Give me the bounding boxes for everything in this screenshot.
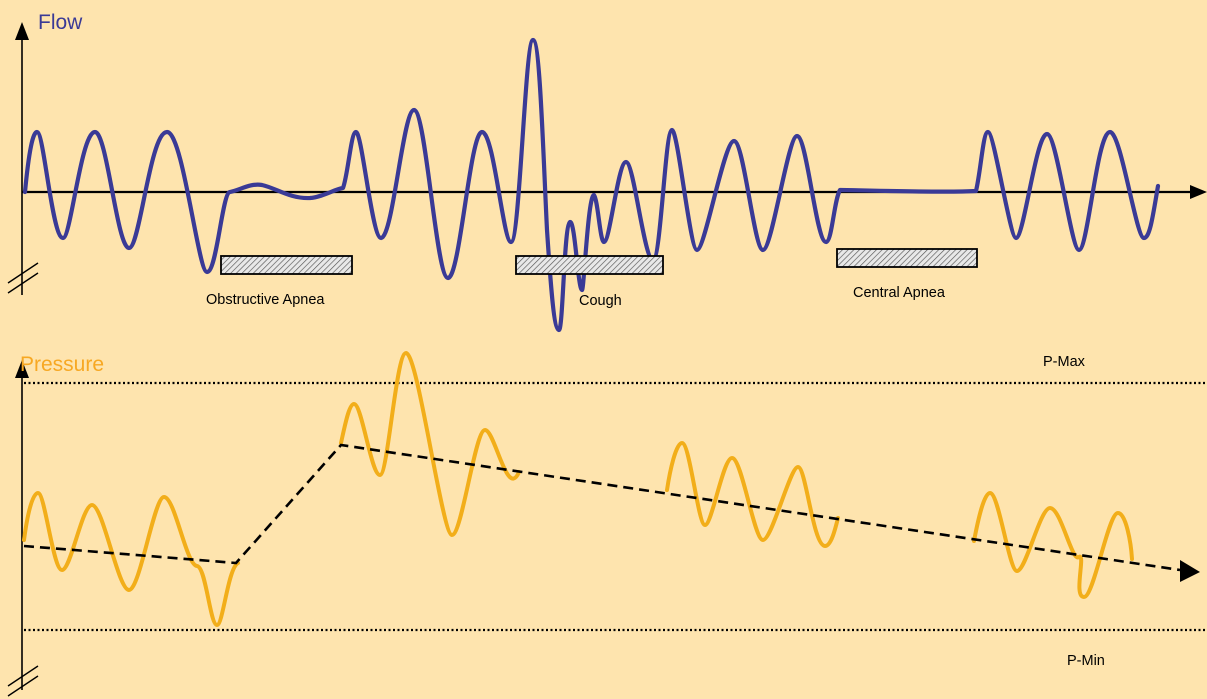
event-label-central-apnea: Central Apnea: [853, 285, 946, 301]
flow-waveform: [22, 37, 1161, 333]
pressure-axis-break-1: [7, 665, 39, 687]
pressure-axis-break-2: [7, 675, 39, 697]
flow-panel: Flow Obstructive Apnea Cough Central Apn…: [7, 11, 1207, 333]
flow-axis-break-2: [7, 272, 39, 294]
flow-y-axis-arrow: [15, 22, 29, 40]
p-min-label: P-Min: [1067, 653, 1105, 669]
event-label-cough: Cough: [579, 293, 622, 309]
event-bar-obstructive-apnea: [220, 255, 353, 275]
event-label-obstructive-apnea: Obstructive Apnea: [206, 292, 325, 308]
event-bar-central-apnea: [836, 248, 978, 268]
flow-x-axis-arrow: [1190, 185, 1207, 199]
pressure-trend-arrow: [1180, 560, 1200, 582]
pressure-panel: Pressure P-Max P-Min: [7, 351, 1207, 697]
p-max-label: P-Max: [1043, 354, 1086, 370]
pressure-waveform-segment-3: [665, 441, 840, 548]
event-bar-cough: [515, 255, 664, 275]
pressure-waveform-segment-1: [22, 491, 240, 627]
pressure-trend-line: [23, 443, 1181, 572]
pressure-title: Pressure: [20, 353, 104, 376]
flow-axis-break-1: [7, 262, 39, 284]
pressure-y-axis-arrow: [15, 360, 29, 378]
pressure-waveform-segment-2: [339, 351, 521, 537]
pressure-waveform-segment-4: [972, 491, 1134, 599]
flow-title: Flow: [38, 11, 83, 34]
